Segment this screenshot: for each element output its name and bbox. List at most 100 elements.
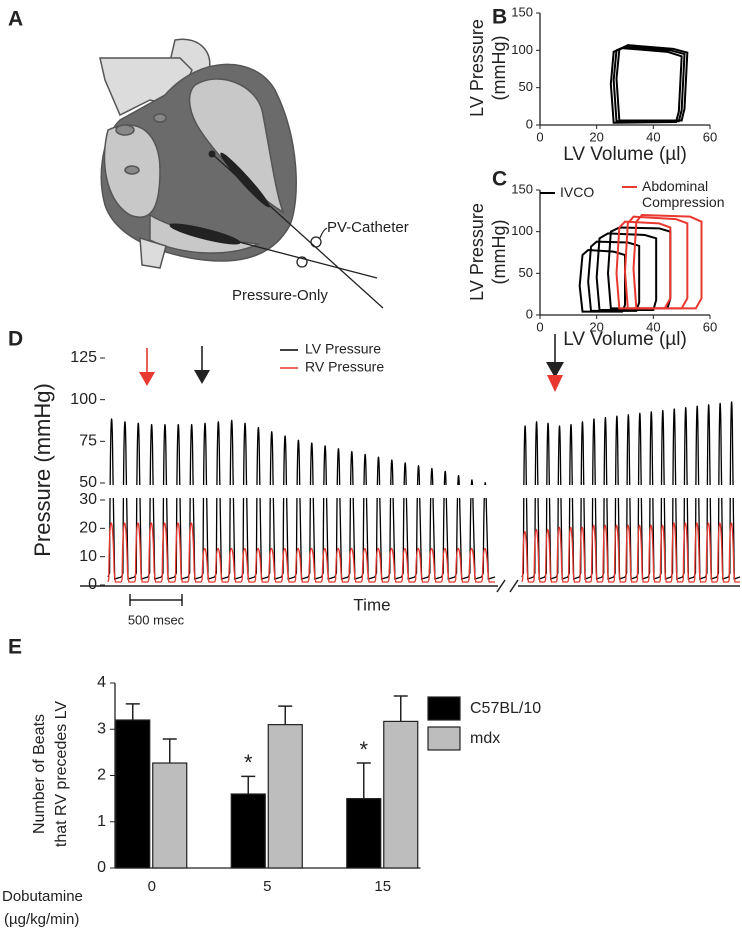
- pressure-beat: [307, 548, 322, 583]
- x-axis-label: Time: [353, 595, 390, 614]
- pressure-beat: [693, 405, 706, 580]
- legend-swatch: [427, 696, 461, 721]
- y-tick-label: 125: [70, 349, 97, 366]
- y-tick-label: 0: [97, 859, 106, 876]
- pressure-beat: [360, 548, 375, 583]
- pressure-beat: [360, 453, 376, 580]
- catheters: [169, 150, 384, 309]
- pressure-beat: [134, 422, 149, 580]
- panel-label: C: [492, 168, 507, 191]
- pressure-beat: [414, 548, 429, 583]
- y-axis-label: Pressure (mmHg): [30, 383, 55, 557]
- axis-break-gap: [106, 485, 742, 498]
- pressure-beat: [240, 548, 255, 583]
- y-tick-label: 75: [79, 433, 97, 450]
- legend-label: Abdominal Compression: [642, 178, 725, 210]
- pressure-beat: [200, 548, 215, 583]
- pressure-beat: [134, 522, 149, 583]
- pressure-beat: [347, 450, 362, 580]
- pv-loop: [623, 215, 689, 310]
- pressure-beat: [544, 528, 557, 583]
- pressure-beat: [555, 526, 568, 583]
- bar: [230, 793, 266, 869]
- pressure-beat: [567, 526, 580, 583]
- pressure-beat: [334, 448, 349, 580]
- pressure-beat: [374, 548, 389, 583]
- pressure-beat: [267, 431, 282, 580]
- y-tick-label: 100: [511, 42, 533, 57]
- y-axis-label: (mmHg): [489, 220, 509, 285]
- y-tick-label: 4: [97, 674, 106, 691]
- pressure-beat: [555, 425, 569, 580]
- pressure-beat: [334, 548, 349, 583]
- pressure-beat: [670, 522, 683, 583]
- y-tick-label: 0: [526, 116, 533, 131]
- y-tick-label: 10: [79, 548, 97, 565]
- pressure-beat: [440, 548, 455, 583]
- pressure-beat: [601, 417, 615, 580]
- legend-label: LV Pressure: [305, 341, 381, 357]
- pressure-beat: [481, 548, 495, 583]
- pressure-beat: [521, 425, 534, 580]
- x-axis-label: LV Volume (µl): [563, 144, 687, 165]
- pressure-beat: [454, 474, 469, 580]
- pressure-beat: [727, 522, 740, 583]
- pressure-beat: [647, 411, 660, 580]
- bar: [383, 720, 419, 869]
- x-axis-line: [80, 579, 740, 593]
- pressure-beat: [120, 421, 135, 580]
- pressure-beat: [280, 435, 296, 580]
- y-tick-label: 150: [511, 181, 533, 196]
- pressure-beat: [441, 470, 456, 580]
- y-axis-label: LV Pressure: [467, 19, 487, 117]
- pressure-beat: [254, 548, 269, 583]
- significance-marker: *: [244, 750, 253, 775]
- pressure-beat: [704, 404, 718, 580]
- pressure-beat: [400, 462, 416, 580]
- pressure-beat: [160, 522, 175, 583]
- legend-label: C57BL/10: [470, 700, 541, 717]
- pressure-beat: [107, 418, 122, 580]
- pressure-beat: [481, 482, 496, 580]
- y-axis-label: Number of Beats: [31, 714, 48, 834]
- pressure-beat: [120, 522, 135, 583]
- y-tick-label: 2: [97, 767, 106, 784]
- x-tick-label: 40: [646, 129, 660, 144]
- pressure-beat: [187, 522, 202, 583]
- pressure-beat: [147, 522, 162, 583]
- x-tick-label: 15: [374, 878, 391, 895]
- x-tick-label: 40: [646, 319, 660, 334]
- y-tick-label: 50: [519, 79, 533, 94]
- pressure-beat: [187, 424, 202, 580]
- pressure-beat: [320, 445, 336, 580]
- y-tick-label: 0: [526, 306, 533, 321]
- pressure-beat: [659, 409, 672, 580]
- pressure-beat: [400, 548, 415, 583]
- x-tick-label: 0: [536, 129, 543, 144]
- pressure-beat: [544, 422, 557, 580]
- pv-loop: [609, 47, 683, 124]
- pressure-beat: [427, 548, 442, 583]
- pressure-beat: [624, 524, 637, 583]
- pressure-beat: [578, 421, 592, 580]
- x-axis-label: LV Volume (µl): [563, 329, 687, 350]
- panel-label: A: [8, 8, 23, 31]
- bar: [346, 798, 382, 869]
- error-bar: [162, 738, 177, 764]
- pressure-beat: [693, 522, 706, 583]
- pressure-beat: [267, 548, 282, 583]
- y-axis-label: that RV precedes LV: [53, 701, 70, 847]
- pressure-beat: [214, 421, 229, 580]
- pv-loop: [615, 220, 672, 310]
- y-tick-label: 150: [511, 4, 533, 19]
- error-bar: [356, 762, 371, 799]
- pressure-beat: [636, 412, 649, 580]
- scale-bar: [129, 594, 183, 606]
- pressure-beat: [414, 465, 429, 580]
- x-tick-label: 20: [589, 319, 603, 334]
- legend-swatch: [427, 726, 461, 751]
- pressure-beat: [454, 548, 469, 583]
- panel-label: D: [8, 328, 23, 351]
